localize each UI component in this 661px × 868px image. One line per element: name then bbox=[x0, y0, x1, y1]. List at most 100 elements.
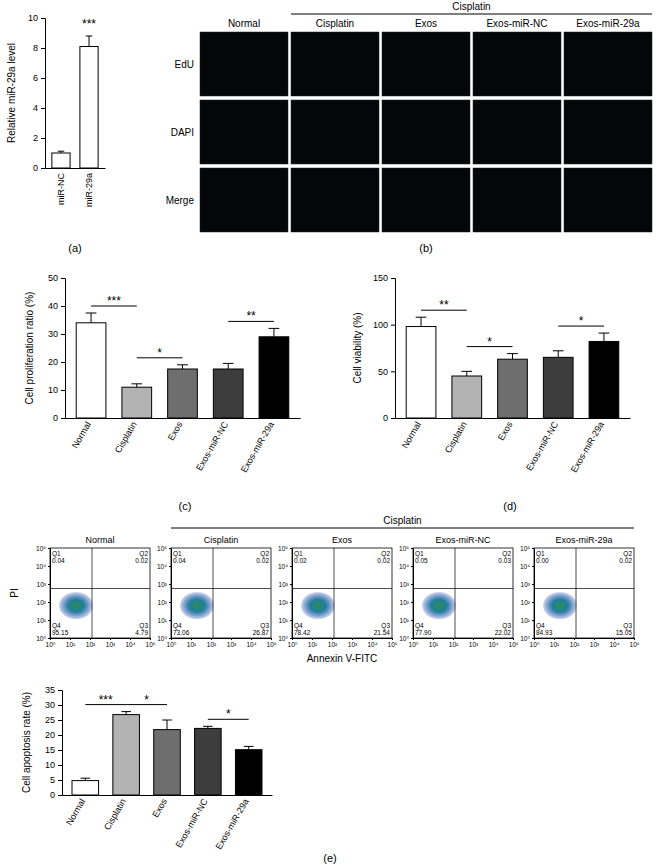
tick: 10⁵ bbox=[157, 545, 171, 552]
tick-label: 150 bbox=[373, 273, 388, 283]
y-axis: 01020304050 bbox=[48, 273, 66, 423]
tick-label: 10⁰ bbox=[278, 635, 288, 642]
quadrant-value: 22.02 bbox=[495, 629, 512, 636]
tick-mark bbox=[169, 584, 171, 585]
error-bar bbox=[58, 151, 65, 153]
tick: Cisplatin bbox=[102, 795, 128, 832]
tick-label: 10⁰ bbox=[520, 635, 530, 642]
axis-line bbox=[58, 691, 63, 796]
tick: 10² bbox=[328, 638, 338, 648]
quadrant-value: 0.02 bbox=[294, 557, 307, 564]
error-bar bbox=[81, 778, 91, 780]
tick-label: 10¹ bbox=[308, 641, 318, 648]
tick-label: 10⁵ bbox=[157, 545, 167, 552]
plot-title: Exos bbox=[332, 535, 353, 545]
tick-label: 30 bbox=[45, 700, 55, 710]
plot-frame bbox=[50, 548, 150, 638]
tick-label: Normal bbox=[70, 420, 93, 450]
cell-population bbox=[543, 592, 577, 619]
tick-mark bbox=[411, 584, 413, 585]
x-axis: NormalCisplatinExosExos-miR-NCExos-miR-2… bbox=[66, 418, 301, 474]
tick: Exos-miR-NC bbox=[174, 795, 210, 850]
flow-plot: Q10.05Q20.03Q322.02Q477.90Exos-miR-NC10⁰… bbox=[399, 535, 519, 648]
micrograph bbox=[200, 100, 288, 164]
tick-mark bbox=[58, 750, 62, 751]
tick: 10² bbox=[207, 638, 217, 648]
tick-label: 10⁴ bbox=[399, 563, 409, 570]
tick-label: 10³ bbox=[469, 641, 479, 648]
tick: 10² bbox=[570, 638, 580, 648]
tick-mark bbox=[169, 602, 171, 603]
quadrant-value: 0.02 bbox=[135, 557, 148, 564]
tick-label: Exos-miR-29a bbox=[569, 420, 606, 474]
tick-label: Exos-miR-NC bbox=[174, 796, 210, 849]
x-axis: 10⁰10¹10²10³10⁴10⁵ bbox=[288, 638, 398, 648]
tick-mark bbox=[48, 548, 50, 549]
tick: Exos-miR-NC bbox=[194, 418, 230, 473]
error-bar bbox=[599, 333, 610, 341]
cell-population bbox=[180, 592, 214, 619]
tick-label: 10¹ bbox=[37, 617, 47, 624]
tick: 10⁴ bbox=[125, 638, 135, 648]
quadrant-value: 0.04 bbox=[52, 557, 65, 564]
tick-label: 10² bbox=[279, 599, 289, 606]
tick: 10¹ bbox=[521, 617, 534, 624]
bar-chart: 0246810miR-NCmiR-29aRelative miR-29a lev… bbox=[6, 13, 106, 207]
tick-label: 0 bbox=[383, 413, 388, 423]
tick-label: 10² bbox=[328, 641, 338, 648]
tick-label: 10³ bbox=[158, 581, 168, 588]
tick-label: 10¹ bbox=[550, 641, 560, 648]
tick: miR-29a bbox=[84, 168, 94, 207]
gate-line bbox=[534, 588, 634, 589]
tick: 10⁰ bbox=[157, 635, 171, 642]
panel-label: (c) bbox=[179, 500, 192, 512]
tick: 10 bbox=[28, 13, 45, 23]
column-label: Exos-miR-29a bbox=[576, 18, 640, 29]
axis-line bbox=[396, 418, 631, 419]
flow-plot: Q10.00Q20.02Q315.05Q484.93Exos-miR-29a10… bbox=[520, 535, 640, 648]
tick: 10⁵ bbox=[520, 545, 534, 552]
y-axis-title: Relative miR-29a level bbox=[6, 43, 17, 143]
y-axis: 05101520253035 bbox=[45, 685, 63, 800]
tick-label: 10⁴ bbox=[488, 641, 498, 648]
tick: 10³ bbox=[227, 638, 237, 648]
tick: 100 bbox=[373, 320, 395, 330]
tick-label: 10¹ bbox=[158, 617, 168, 624]
gate-line bbox=[292, 588, 392, 589]
tick-label: 10⁰ bbox=[46, 641, 56, 648]
axis-line bbox=[51, 638, 151, 639]
tick-mark bbox=[41, 78, 45, 79]
tick: 10¹ bbox=[37, 617, 50, 624]
tick: 10⁰ bbox=[36, 635, 50, 642]
y-axis: 10⁰10¹10²10³10⁴10⁵ bbox=[278, 545, 293, 642]
gate-line bbox=[413, 588, 513, 589]
tick-label: 5 bbox=[50, 775, 55, 785]
plot-title: Exos-miR-NC bbox=[436, 535, 491, 545]
quadrant-value: 4.79 bbox=[135, 629, 148, 636]
tick-label: 10² bbox=[37, 599, 47, 606]
tick-mark bbox=[61, 278, 65, 279]
x-axis-title: Annexin V-FITC bbox=[307, 653, 378, 664]
panel-label: (e) bbox=[323, 852, 336, 864]
quadrant-value: 0.00 bbox=[536, 557, 549, 564]
tick-label: 10² bbox=[570, 641, 580, 648]
tick-mark bbox=[169, 548, 171, 549]
tick-label: 10⁵ bbox=[520, 545, 530, 552]
micrograph bbox=[382, 168, 470, 232]
tick: 10 bbox=[48, 385, 65, 395]
micrograph bbox=[473, 32, 561, 96]
tick-label: 10⁰ bbox=[167, 641, 177, 648]
tick-label: 10⁰ bbox=[288, 641, 298, 648]
bar bbox=[589, 341, 619, 418]
bar-chart: 05101520253035NormalCisplatinExosExos-mi… bbox=[21, 685, 273, 851]
tick-label: 15 bbox=[45, 745, 55, 755]
tick: 10⁵ bbox=[267, 638, 277, 648]
tick: 10⁵ bbox=[388, 638, 398, 648]
tick-label: 10¹ bbox=[66, 641, 76, 648]
tick: 10³ bbox=[37, 581, 50, 588]
tick: 10¹ bbox=[429, 638, 439, 648]
micrograph bbox=[473, 168, 561, 232]
panel-label: (a) bbox=[68, 242, 81, 254]
tick-label: 50 bbox=[378, 367, 388, 377]
column-label: Normal bbox=[228, 18, 260, 29]
